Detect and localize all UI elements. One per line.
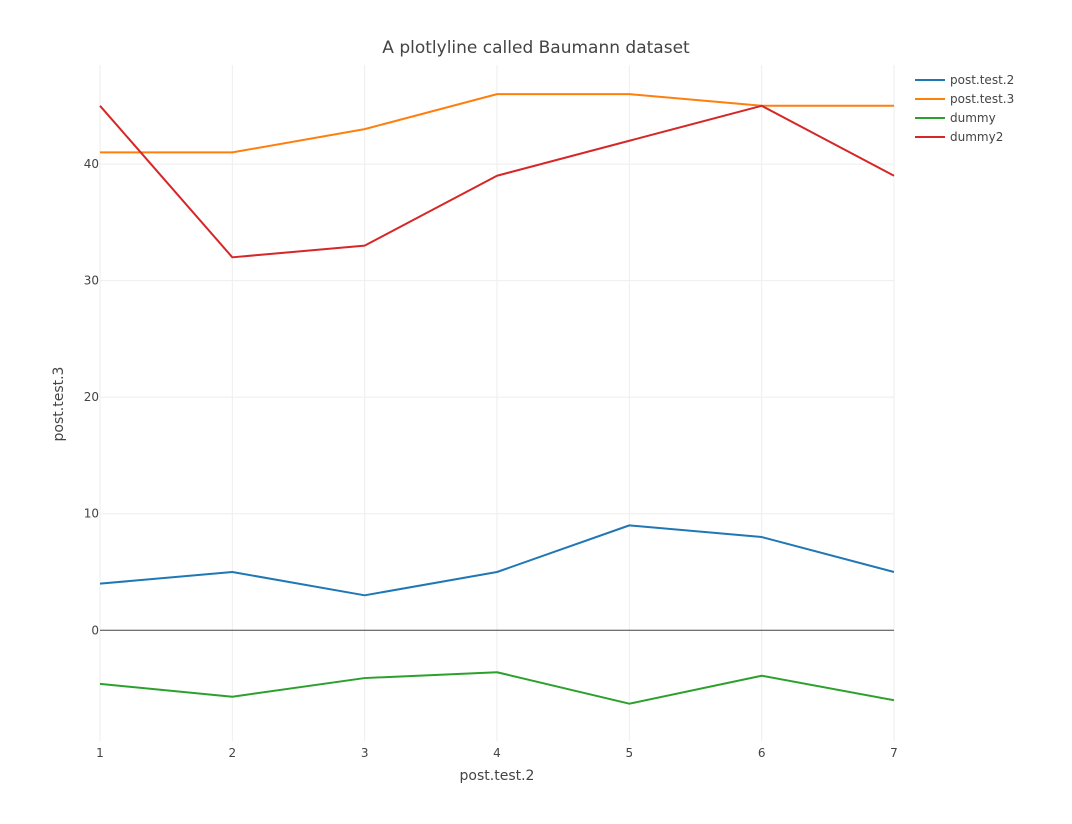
- chart-title: A plotlyline called Baumann dataset: [382, 38, 690, 58]
- legend-label: dummy: [950, 111, 996, 125]
- y-tick-label: 30: [84, 274, 99, 288]
- y-tick-label: 20: [84, 390, 99, 404]
- y-tick-label: 10: [84, 507, 99, 521]
- x-tick-label: 4: [493, 746, 501, 760]
- gridlines: [99, 65, 895, 741]
- series-line-dummy[interactable]: [99, 671, 895, 705]
- series-layer: [99, 93, 895, 705]
- legend-item-post-test-3[interactable]: post.test.3: [915, 92, 1014, 106]
- y-tick-label: 0: [91, 623, 99, 637]
- legend-item-dummy[interactable]: dummy: [915, 111, 996, 125]
- legend-label: dummy2: [950, 130, 1003, 144]
- y-axis-title: post.test.3: [51, 367, 67, 442]
- x-tick-label: 2: [229, 746, 237, 760]
- legend[interactable]: post.test.2 post.test.3 dummy dummy2: [915, 73, 1014, 144]
- x-tick-label: 3: [361, 746, 369, 760]
- x-tick-label: 6: [758, 746, 766, 760]
- legend-item-dummy2[interactable]: dummy2: [915, 130, 1003, 144]
- x-tick-label: 7: [890, 746, 898, 760]
- series-line-dummy2[interactable]: [99, 104, 895, 259]
- x-axis-title: post.test.2: [460, 768, 535, 784]
- x-tick-label: 5: [626, 746, 634, 760]
- x-tick-label: 1: [96, 746, 104, 760]
- y-tick-label: 40: [84, 157, 99, 171]
- x-tick-labels: 1 2 3 4 5 6 7: [96, 746, 898, 760]
- y-tick-labels: 0 10 20 30 40: [84, 157, 99, 637]
- legend-item-post-test-2[interactable]: post.test.2: [915, 73, 1014, 87]
- legend-label: post.test.2: [950, 73, 1014, 87]
- legend-label: post.test.3: [950, 92, 1014, 106]
- series-line-post-test-2[interactable]: [99, 524, 895, 597]
